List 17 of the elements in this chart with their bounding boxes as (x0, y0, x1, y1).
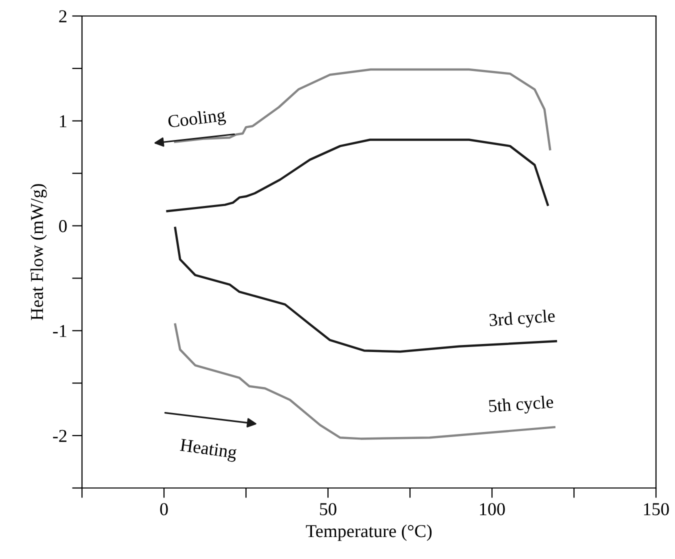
annotation: 3rd cycle (489, 309, 556, 330)
x-tick-label: 50 (320, 503, 336, 516)
y-tick-label: -2 (53, 430, 66, 442)
y-tick-label: 0 (59, 220, 67, 232)
x-tick-label: 150 (644, 503, 669, 516)
x-axis-title: Temperature (°C) (306, 524, 432, 541)
y-tick-label: 1 (60, 115, 66, 128)
x-tick-label: 100 (480, 503, 505, 516)
annotation: Heating (179, 438, 238, 462)
y-tick-label: 2 (59, 10, 66, 22)
annotation: Cooling (168, 108, 226, 132)
y-tick-label: -1 (53, 325, 66, 337)
annotation: 5th cycle (488, 395, 554, 416)
line-series (174, 226, 558, 353)
y-axis-title: Heat Flow (mW/g) (30, 184, 47, 320)
line-series (166, 138, 549, 212)
x-tick-label: 0 (160, 503, 168, 516)
